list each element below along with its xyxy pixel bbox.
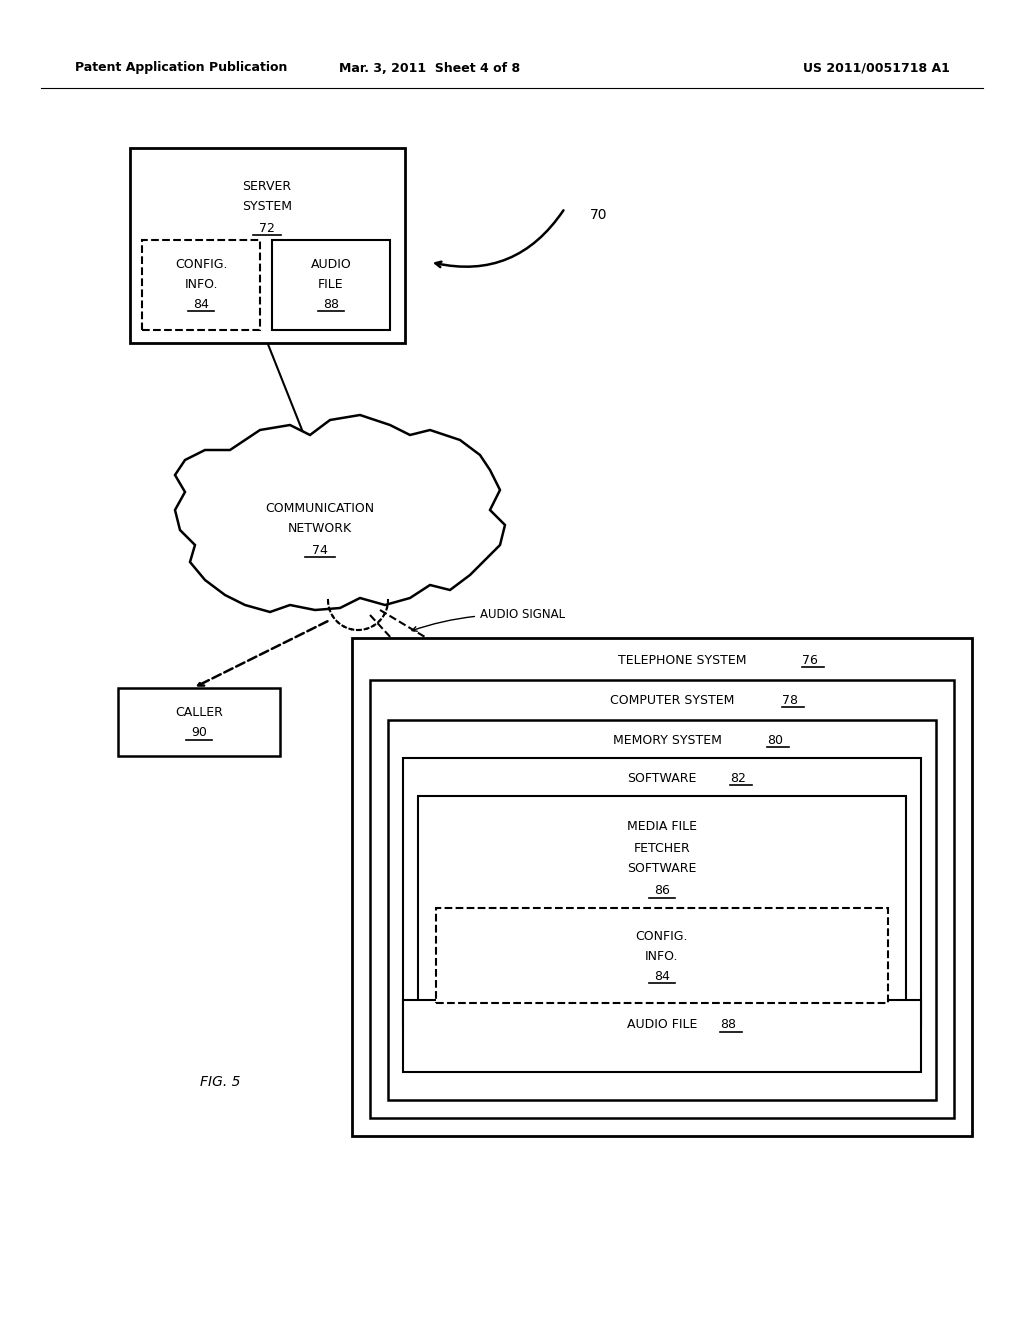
Text: 80: 80 <box>767 734 783 747</box>
Text: AUDIO FILE: AUDIO FILE <box>627 1019 697 1031</box>
Text: FIG. 5: FIG. 5 <box>200 1074 241 1089</box>
Text: 90: 90 <box>191 726 207 739</box>
Text: 76: 76 <box>802 653 818 667</box>
Text: 70: 70 <box>590 209 607 222</box>
Text: NETWORK: NETWORK <box>288 521 352 535</box>
Text: MEDIA FILE: MEDIA FILE <box>627 820 697 833</box>
Bar <box>403 1001 921 1072</box>
Text: SOFTWARE: SOFTWARE <box>628 771 696 784</box>
Bar <box>272 240 390 330</box>
Text: SERVER: SERVER <box>243 180 292 193</box>
Bar <box>370 680 954 1118</box>
Text: Patent Application Publication: Patent Application Publication <box>75 62 288 74</box>
Text: TELEPHONE SYSTEM: TELEPHONE SYSTEM <box>617 653 746 667</box>
Bar <box>142 240 260 330</box>
Text: FILE: FILE <box>318 277 344 290</box>
Text: COMMUNICATION: COMMUNICATION <box>265 502 375 515</box>
Text: Mar. 3, 2011  Sheet 4 of 8: Mar. 3, 2011 Sheet 4 of 8 <box>339 62 520 74</box>
Bar <box>352 638 972 1137</box>
Polygon shape <box>175 414 505 612</box>
Text: 88: 88 <box>323 297 339 310</box>
Text: INFO.: INFO. <box>645 949 679 962</box>
Bar <box>388 719 936 1100</box>
Text: AUDIO: AUDIO <box>310 259 351 272</box>
Text: FETCHER: FETCHER <box>634 842 690 854</box>
Text: 88: 88 <box>720 1019 736 1031</box>
Text: 72: 72 <box>259 222 274 235</box>
Text: 74: 74 <box>312 544 328 557</box>
Text: US 2011/0051718 A1: US 2011/0051718 A1 <box>803 62 950 74</box>
Text: CONFIG.: CONFIG. <box>175 259 227 272</box>
Text: CALLER: CALLER <box>175 706 223 719</box>
Bar <box>118 688 280 756</box>
Text: 78: 78 <box>782 693 798 706</box>
Bar <box>130 148 406 343</box>
Bar <box>436 908 888 1003</box>
Text: AUDIO SIGNAL: AUDIO SIGNAL <box>412 609 565 631</box>
Text: SYSTEM: SYSTEM <box>242 199 292 213</box>
Text: 84: 84 <box>654 969 670 982</box>
Bar <box>418 796 906 1014</box>
Text: 86: 86 <box>654 884 670 898</box>
Text: SOFTWARE: SOFTWARE <box>628 862 696 875</box>
Text: COMPUTER SYSTEM: COMPUTER SYSTEM <box>610 693 734 706</box>
Text: 84: 84 <box>194 297 209 310</box>
Bar <box>403 758 921 1026</box>
Text: INFO.: INFO. <box>184 277 218 290</box>
Text: MEMORY SYSTEM: MEMORY SYSTEM <box>612 734 722 747</box>
Text: CONFIG.: CONFIG. <box>636 929 688 942</box>
Text: 82: 82 <box>730 771 745 784</box>
